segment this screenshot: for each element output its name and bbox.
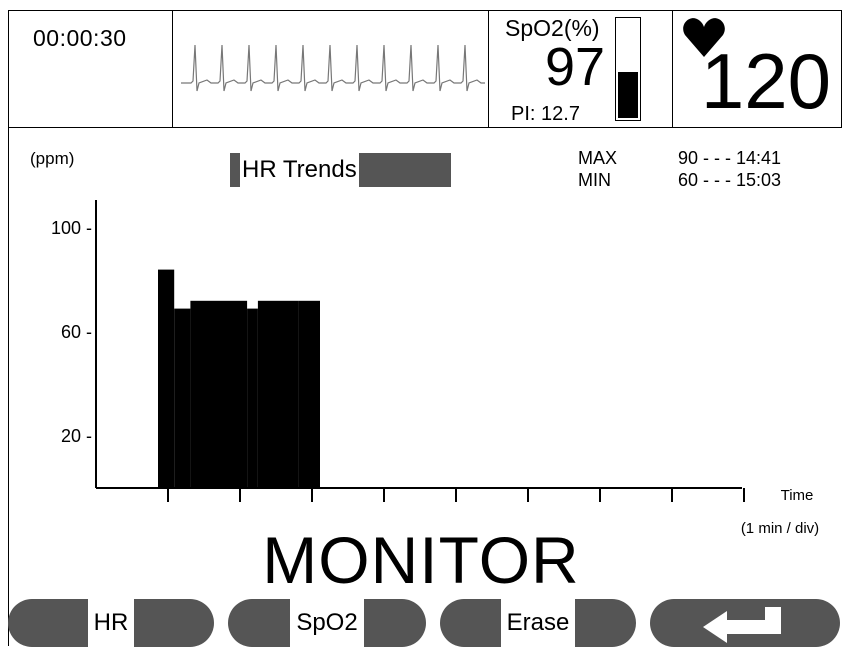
trend-bar bbox=[298, 300, 320, 488]
spo2-value: 97 bbox=[545, 37, 606, 97]
trend-bar bbox=[247, 308, 258, 488]
trend-bar bbox=[174, 308, 191, 488]
hr-button[interactable]: HR bbox=[8, 599, 214, 647]
spo2-button-label: SpO2 bbox=[290, 599, 364, 647]
mode-label: MONITOR bbox=[262, 523, 580, 597]
max-value: 90 - - - 14:41 bbox=[678, 148, 782, 168]
signal-strength-bar bbox=[615, 17, 641, 121]
trend-bar bbox=[239, 300, 248, 488]
spo2-panel: SpO2(%) 97 PI: 12.7 bbox=[488, 10, 674, 128]
max-row: MAX 90 - - - 14:41 bbox=[578, 147, 781, 169]
title-highlight-left bbox=[230, 153, 240, 187]
trend-bar bbox=[257, 300, 280, 488]
title-highlight-right bbox=[358, 153, 451, 187]
min-label: MIN bbox=[578, 170, 611, 190]
trend-bar bbox=[158, 269, 175, 488]
spo2-label: SpO2(%) bbox=[505, 15, 600, 41]
trend-bar bbox=[212, 300, 239, 488]
ecg-waveform-panel bbox=[172, 10, 490, 128]
hr-button-label: HR bbox=[87, 599, 135, 647]
x-unit-label: (1 min / div) bbox=[741, 520, 819, 536]
return-arrow-icon bbox=[703, 607, 781, 643]
trend-title-text: HR Trends bbox=[242, 156, 357, 183]
trend-bar bbox=[190, 300, 212, 488]
x-axis-label: Time bbox=[781, 487, 814, 504]
heart-rate-value: 120 bbox=[700, 37, 831, 125]
erase-button-label: Erase bbox=[500, 599, 576, 647]
y-unit-label: (ppm) bbox=[30, 149, 75, 168]
min-row: MIN 60 - - - 15:03 bbox=[578, 169, 781, 191]
y-tick-label: 20 - bbox=[61, 426, 92, 446]
y-tick-label: 60 - bbox=[61, 322, 92, 342]
erase-button[interactable]: Erase bbox=[440, 599, 636, 647]
heart-rate-panel: 120 bbox=[672, 10, 842, 128]
spo2-button[interactable]: SpO2 bbox=[228, 599, 426, 647]
y-tick-label: 100 - bbox=[51, 218, 92, 238]
min-value: 60 - - - 15:03 bbox=[678, 170, 782, 190]
heart-icon bbox=[683, 18, 725, 57]
trend-title: HR Trends bbox=[230, 153, 451, 187]
left-border bbox=[8, 128, 9, 646]
back-button[interactable] bbox=[650, 599, 840, 647]
signal-strength-fill bbox=[618, 72, 638, 118]
timer-panel: 00:00:30 bbox=[8, 10, 174, 128]
ecg-waveform bbox=[181, 44, 485, 92]
trend-bar bbox=[279, 300, 299, 488]
perfusion-index: PI: 12.7 bbox=[511, 103, 580, 125]
status-bar: 00:00:30 SpO2(%) 97 PI: 12.7 120 bbox=[8, 10, 842, 130]
elapsed-time: 00:00:30 bbox=[33, 25, 127, 51]
hr-trend-chart: 100 - 60 - 20 - Time (1 min / div) bbox=[51, 200, 819, 536]
trend-stats: MAX 90 - - - 14:41 MIN 60 - - - 15:03 bbox=[578, 147, 781, 191]
max-label: MAX bbox=[578, 148, 618, 168]
